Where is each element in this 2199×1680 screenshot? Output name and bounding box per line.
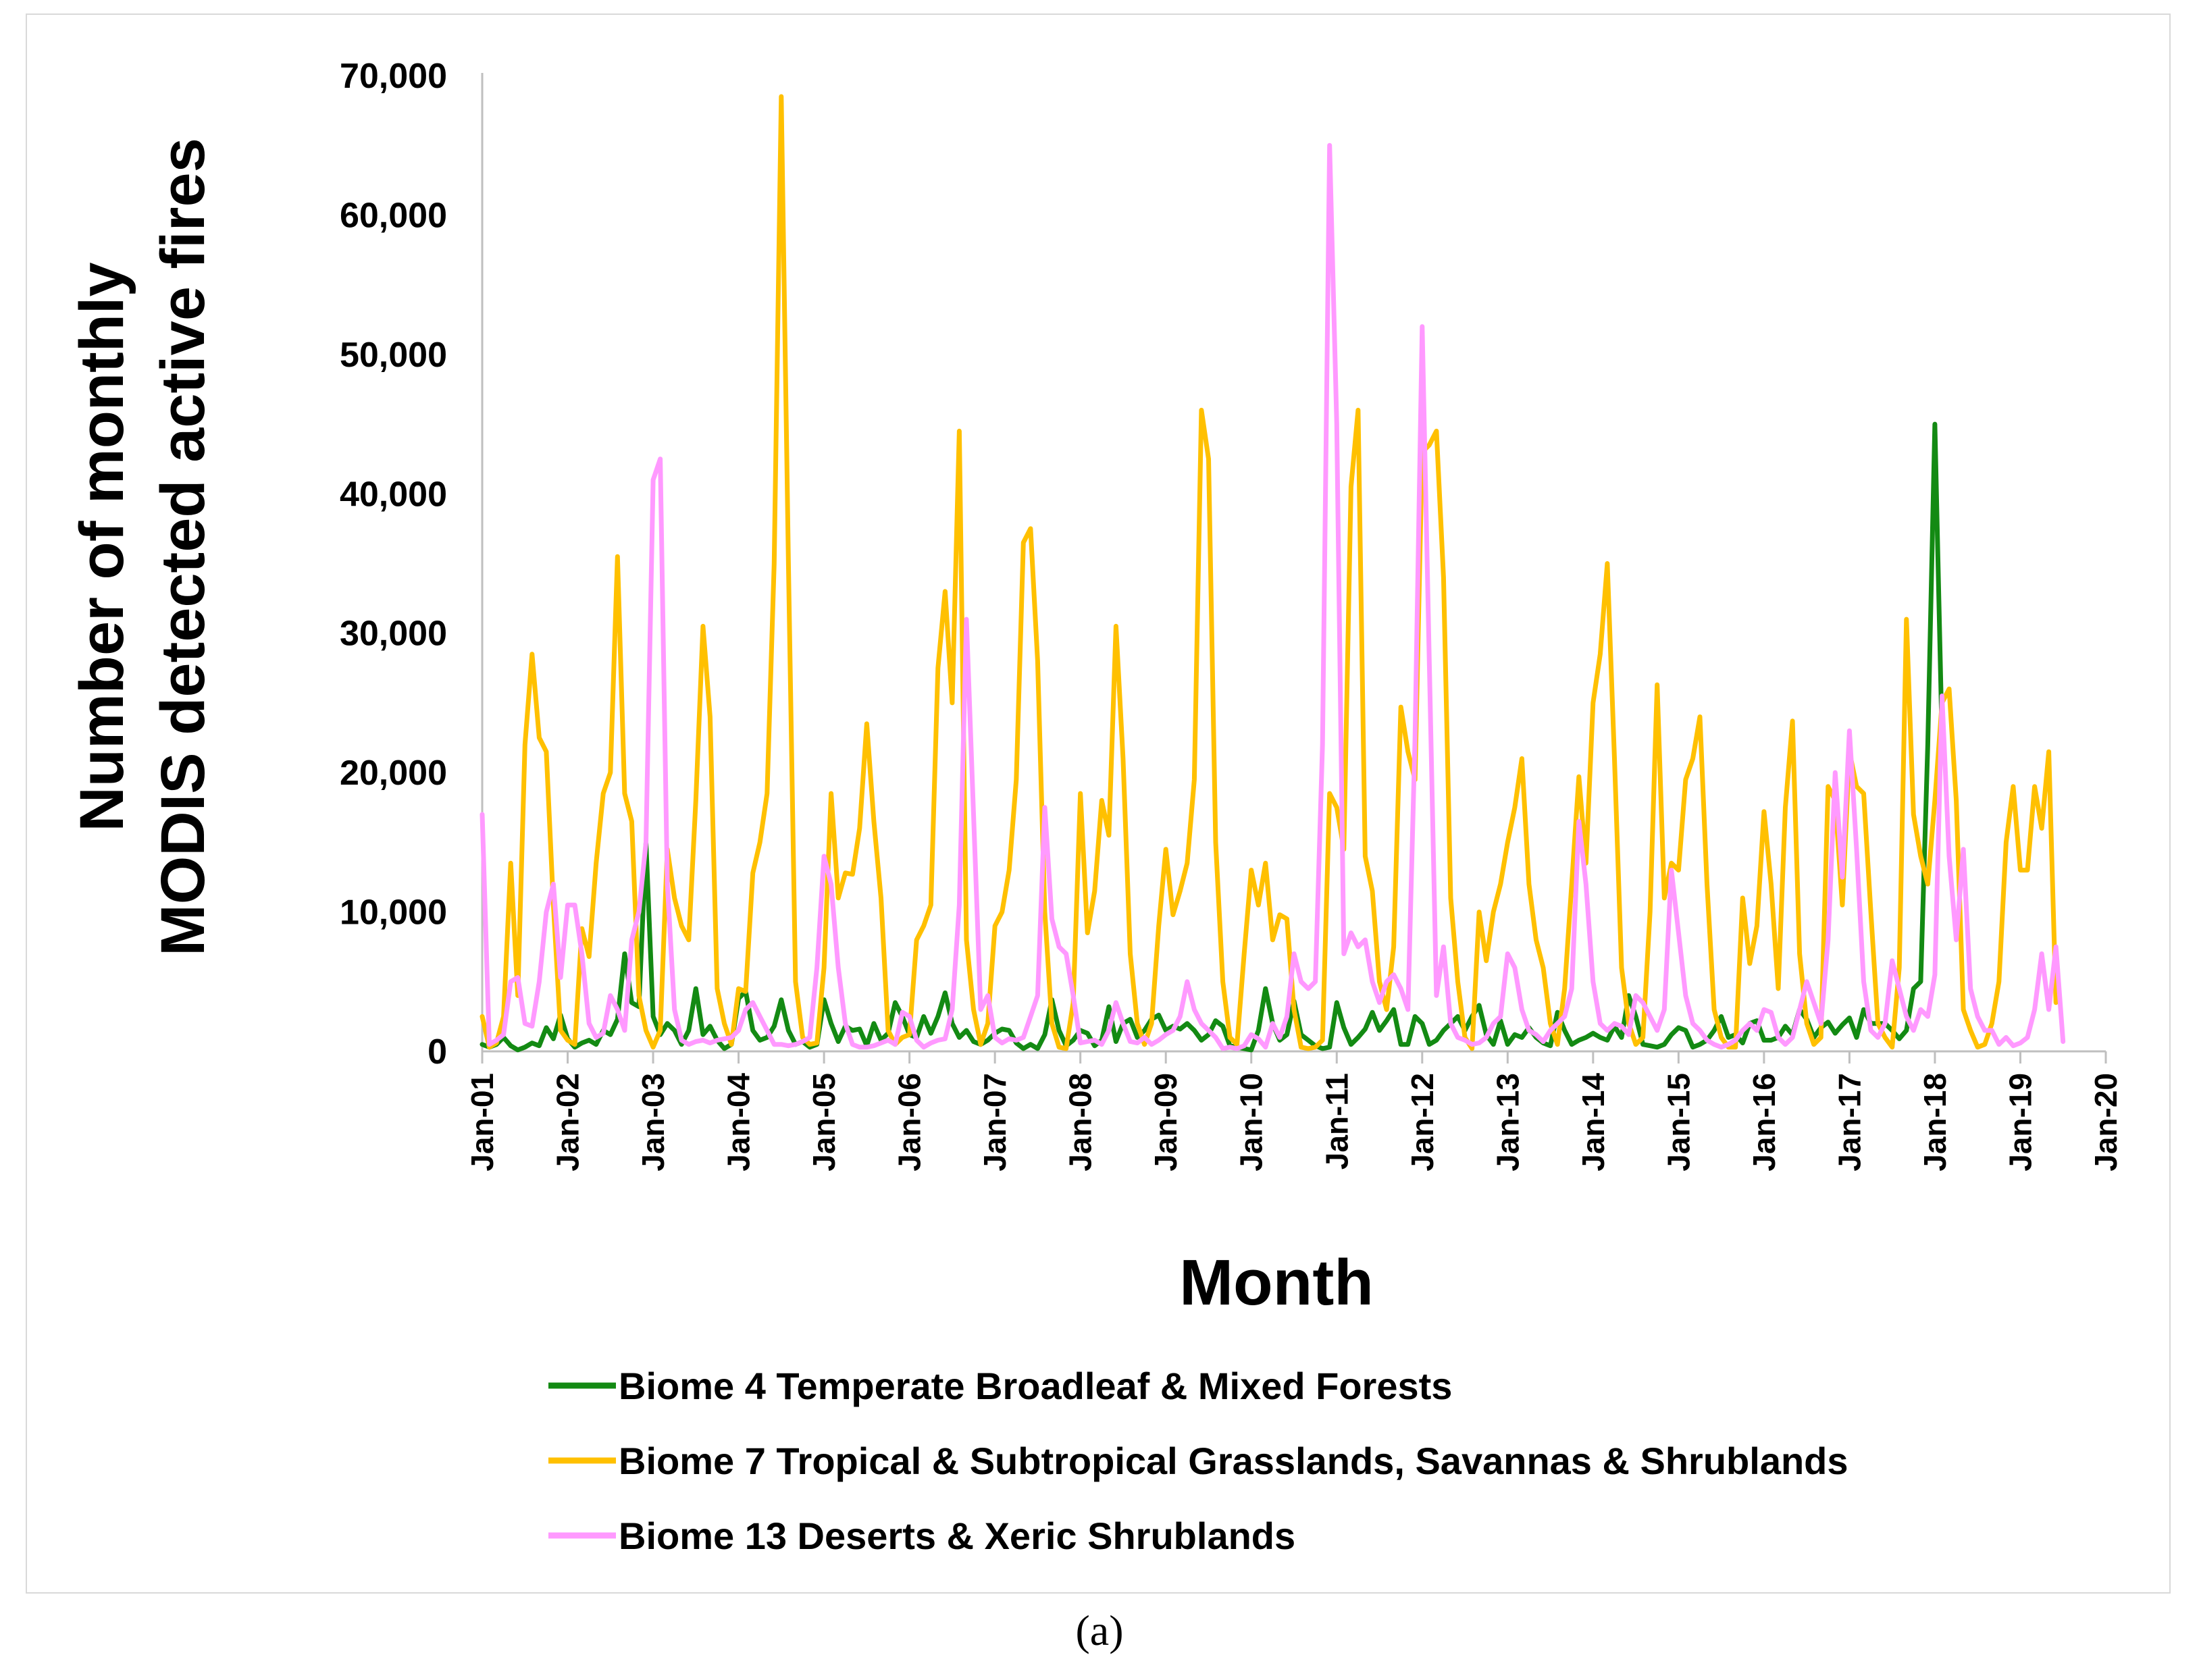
x-tick-label: Jan-16 [1747,1073,1782,1172]
y-axis-title-line1: Number of monthly [68,262,136,831]
x-tick-labels: Jan-01 Jan-02 Jan-03 Jan-04 Jan-05 Jan-06 Jan-… [465,1051,2123,1172]
x-tick-label: Jan-09 [1148,1073,1183,1172]
x-tick-label: Jan-18 [1917,1073,1952,1172]
x-tick-label: Jan-06 [892,1073,927,1172]
x-tick-label: Jan-08 [1063,1073,1098,1172]
y-tick-labels: 0 10,000 20,000 30,000 40,000 50,000 60,000 70,… [340,57,447,1072]
y-tick-label: 40,000 [340,475,447,514]
legend-label-3: Biome 13 Deserts & Xeric Shrublands [619,1515,1295,1557]
series-lines [480,94,2066,1053]
series-line-1 [480,421,1944,1053]
x-axis-title: Month [1179,1246,1374,1319]
series-line-3 [480,142,2066,1051]
x-tick-label: Jan-02 [550,1073,586,1172]
x-tick-label: Jan-19 [2002,1073,2038,1172]
series-line-2 [480,94,2059,1051]
x-tick-label: Jan-03 [636,1073,671,1172]
x-tick-label: Jan-10 [1234,1073,1269,1172]
x-tick-label: Jan-01 [465,1073,500,1172]
y-tick-label: 50,000 [340,336,447,375]
x-tick-label: Jan-14 [1576,1073,1611,1172]
figure-frame [26,14,2171,1594]
y-tick-label: 0 [428,1032,447,1072]
figure-caption: (a) [1075,1606,1124,1654]
y-tick-label: 20,000 [340,754,447,793]
legend-label-1: Biome 4 Temperate Broadleaf & Mixed Fore… [619,1365,1452,1407]
x-tick-label: Jan-04 [721,1073,756,1172]
x-tick-label: Jan-12 [1405,1073,1440,1172]
y-tick-label: 70,000 [340,57,447,96]
y-tick-label: 60,000 [340,196,447,235]
y-axis-title-line2: MODIS detected active fires [149,138,217,956]
y-tick-label: 10,000 [340,893,447,933]
x-tick-label: Jan-15 [1661,1073,1696,1172]
x-tick-label: Jan-17 [1832,1073,1867,1172]
x-tick-label: Jan-07 [977,1073,1012,1172]
x-tick-label: Jan-20 [2088,1073,2123,1172]
legend: Biome 4 Temperate Broadleaf & Mixed Fore… [548,1365,1848,1557]
y-tick-label: 30,000 [340,614,447,654]
x-tick-label: Jan-13 [1490,1073,1525,1172]
x-tick-label: Jan-05 [806,1073,842,1172]
legend-label-2: Biome 7 Tropical & Subtropical Grassland… [619,1440,1848,1482]
x-tick-label: Jan-11 [1319,1073,1354,1170]
